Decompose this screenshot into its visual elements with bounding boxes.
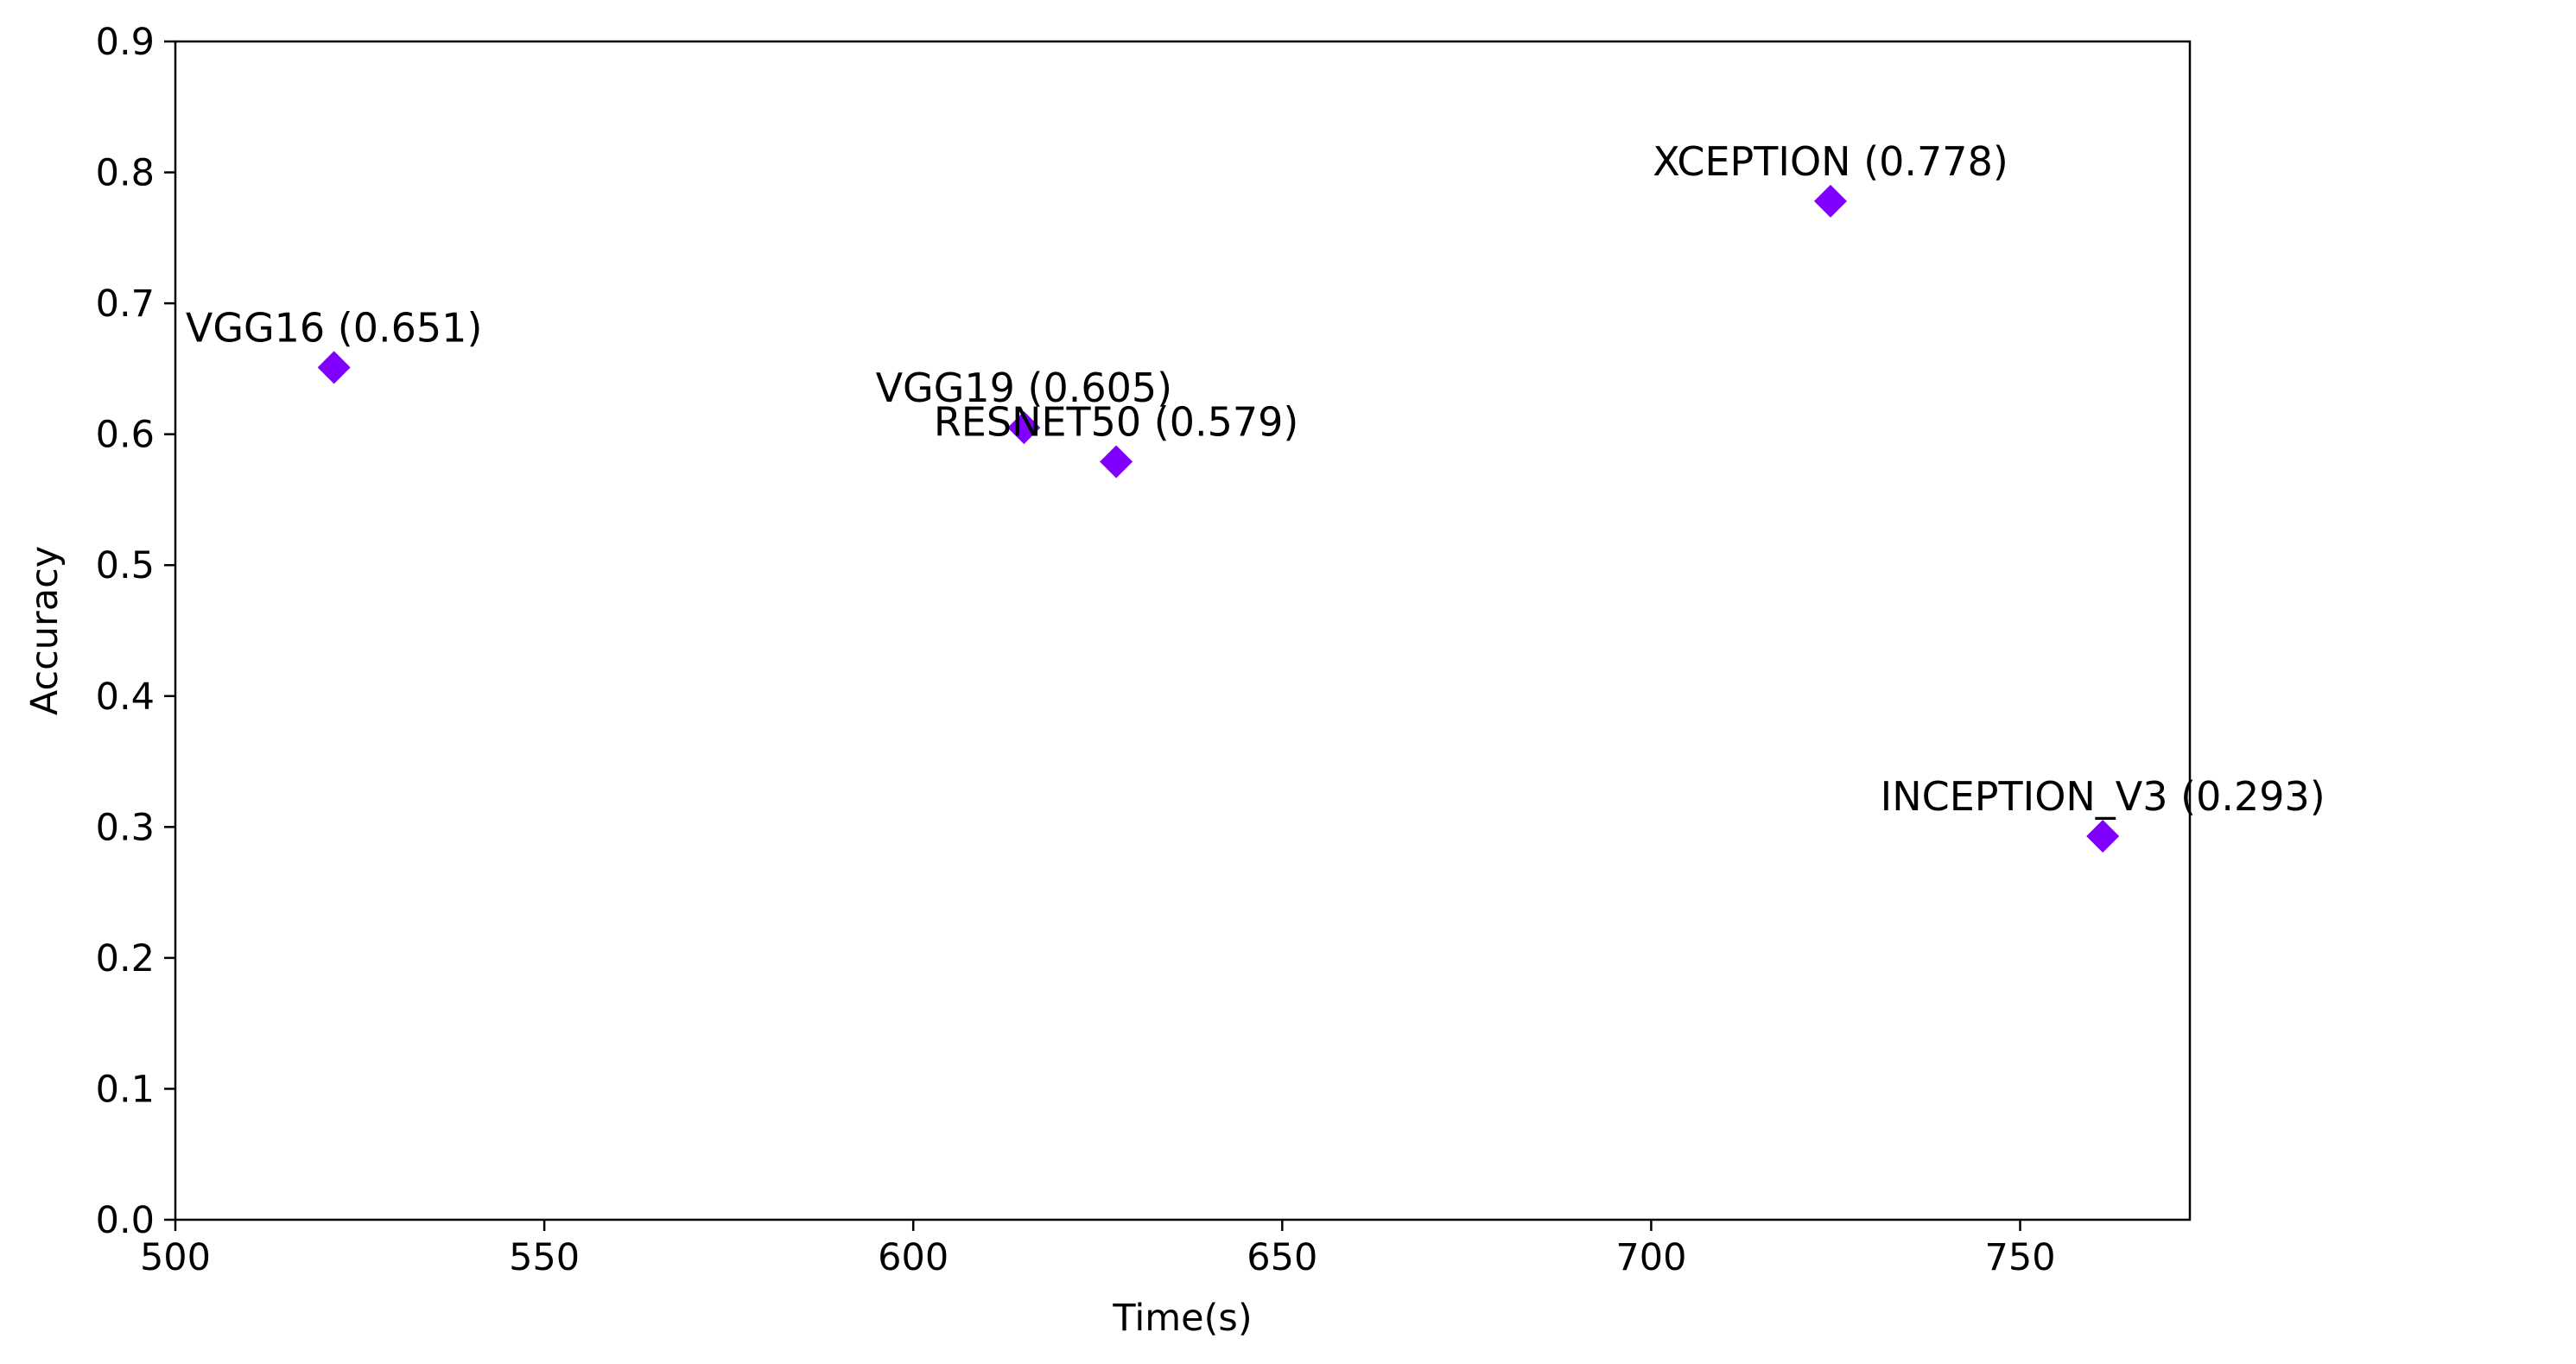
data-point-label: XCEPTION (0.778) bbox=[1653, 138, 2008, 185]
x-axis-ticks: 500 550 600 650 700 750 bbox=[140, 1220, 2056, 1279]
y-tick-label: 0.7 bbox=[96, 282, 155, 326]
y-axis-label: Accuracy bbox=[23, 546, 67, 715]
y-tick-label: 0.2 bbox=[96, 937, 155, 980]
data-point-marker bbox=[2086, 819, 2120, 853]
data-point-marker bbox=[1100, 445, 1133, 479]
y-tick-label: 0.8 bbox=[96, 152, 155, 195]
y-tick-label: 0.3 bbox=[96, 806, 155, 849]
y-tick-label: 0.5 bbox=[96, 544, 155, 587]
x-axis-label: Time(s) bbox=[1112, 1297, 1252, 1340]
data-point-label: VGG19 (0.605) bbox=[876, 365, 1173, 411]
y-tick-label: 0.0 bbox=[96, 1199, 155, 1242]
data-points: VGG16 (0.651) VGG19 (0.605)RESNET50 (0.57… bbox=[186, 138, 2325, 853]
y-tick-label: 0.9 bbox=[96, 21, 155, 64]
data-point-label: INCEPTION_V3 (0.293) bbox=[1881, 773, 2325, 820]
data-point-label: RESNET50 (0.579) bbox=[934, 398, 1299, 445]
data-point-marker bbox=[1007, 411, 1041, 445]
y-tick-label: 0.6 bbox=[96, 414, 155, 457]
x-tick-label: 700 bbox=[1615, 1236, 1686, 1279]
data-point-marker bbox=[1813, 184, 1847, 218]
y-tick-label: 0.4 bbox=[96, 676, 155, 719]
y-tick-label: 0.1 bbox=[96, 1068, 155, 1111]
y-axis-ticks: 0.0 0.1 0.2 0.3 0.4 0.5 0.6 0.7 0.8 0.9 bbox=[96, 21, 175, 1242]
x-tick-label: 550 bbox=[509, 1236, 580, 1279]
data-point-marker bbox=[317, 351, 351, 384]
plot-area-frame bbox=[174, 40, 2192, 1221]
x-tick-label: 500 bbox=[140, 1236, 211, 1279]
x-tick-label: 750 bbox=[1984, 1236, 2055, 1279]
x-tick-label: 600 bbox=[878, 1236, 949, 1279]
data-point-label: VGG16 (0.651) bbox=[186, 304, 483, 351]
x-tick-label: 650 bbox=[1247, 1236, 1317, 1279]
